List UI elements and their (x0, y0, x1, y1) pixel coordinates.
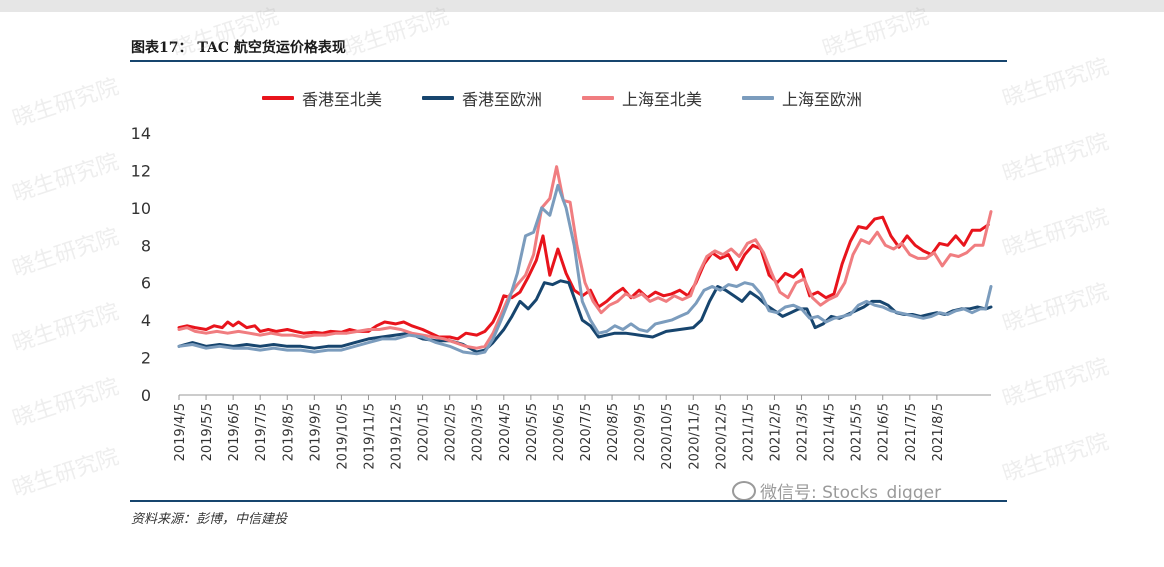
y-tick-label: 6 (141, 274, 151, 293)
x-tick-label: 2020/12/5 (714, 403, 729, 470)
figure-title: 图表17： TAC 航空货运价格表现 (131, 40, 346, 56)
y-tick-label: 0 (141, 386, 151, 405)
legend-label: 上海至欧洲 (782, 90, 863, 109)
y-tick-label: 4 (141, 311, 151, 330)
y-tick-label: 14 (131, 124, 151, 143)
x-tick-label: 2020/4/5 (498, 403, 513, 461)
legend-swatch (582, 96, 615, 100)
series-line-4 (177, 183, 993, 356)
x-tick-label: 2021/2/5 (768, 403, 783, 461)
top-band (0, 0, 1164, 12)
x-tick-label: 2021/6/5 (877, 403, 892, 461)
x-tick-label: 2020/2/5 (444, 403, 459, 461)
x-tick-label: 2020/11/5 (687, 403, 702, 470)
x-tick-label: 2020/10/5 (660, 403, 675, 470)
y-tick-label: 12 (131, 161, 151, 180)
series-line-1 (177, 215, 990, 341)
y-tick-label: 8 (141, 236, 151, 255)
legend-swatch (262, 96, 294, 100)
legend-swatch (422, 96, 455, 100)
x-tick-label: 2020/8/5 (606, 403, 621, 461)
series-line-2 (177, 279, 993, 354)
x-tick-label: 2020/9/5 (633, 403, 648, 461)
x-tick-label: 2019/7/5 (254, 403, 269, 461)
legend-item: 香港至北美 (262, 86, 382, 110)
chart-legend: 香港至北美 香港至欧洲 上海至北美 上海至欧洲 (262, 86, 862, 110)
x-tick-label: 2019/10/5 (335, 403, 350, 470)
x-tick-label: 2020/5/5 (525, 403, 540, 461)
legend-swatch (742, 96, 775, 100)
wechat-id: 微信号: Stocks_digger (760, 483, 942, 503)
x-tick-label: 2019/5/5 (200, 403, 215, 461)
x-tick-label: 2021/5/5 (850, 403, 865, 461)
series-line-3 (177, 165, 993, 350)
x-tick-label: 2019/8/5 (281, 403, 296, 461)
y-tick-label: 2 (141, 349, 151, 368)
x-tick-label: 2019/11/5 (362, 403, 377, 470)
x-tick-label: 2020/3/5 (471, 403, 486, 461)
x-tick-label: 2021/3/5 (796, 403, 811, 461)
title-rule (130, 60, 1007, 62)
wechat-icon (732, 481, 756, 501)
x-tick-label: 2019/4/5 (173, 403, 188, 461)
x-tick-label: 2021/4/5 (823, 403, 838, 461)
legend-label: 上海至北美 (622, 90, 703, 109)
x-tick-label: 2021/7/5 (904, 403, 919, 461)
legend-item: 上海至北美 (582, 86, 702, 110)
legend-label: 香港至欧洲 (462, 90, 543, 109)
legend-item: 上海至欧洲 (742, 86, 862, 110)
x-tick-label: 2019/9/5 (308, 403, 323, 461)
x-tick-label: 2019/12/5 (390, 403, 405, 470)
x-tick-label: 2020/1/5 (417, 403, 432, 461)
source-rule (130, 500, 1007, 502)
legend-item: 香港至欧洲 (422, 86, 542, 110)
source-note: 资料来源：彭博，中信建投 (131, 512, 288, 527)
x-tick-label: 2020/6/5 (552, 403, 567, 461)
y-tick-label: 10 (131, 199, 151, 218)
legend-label: 香港至北美 (302, 90, 383, 109)
x-tick-label: 2021/1/5 (741, 403, 756, 461)
x-tick-label: 2020/7/5 (579, 403, 594, 461)
x-tick-label: 2019/6/5 (227, 403, 242, 461)
x-tick-label: 2021/8/5 (931, 403, 946, 461)
